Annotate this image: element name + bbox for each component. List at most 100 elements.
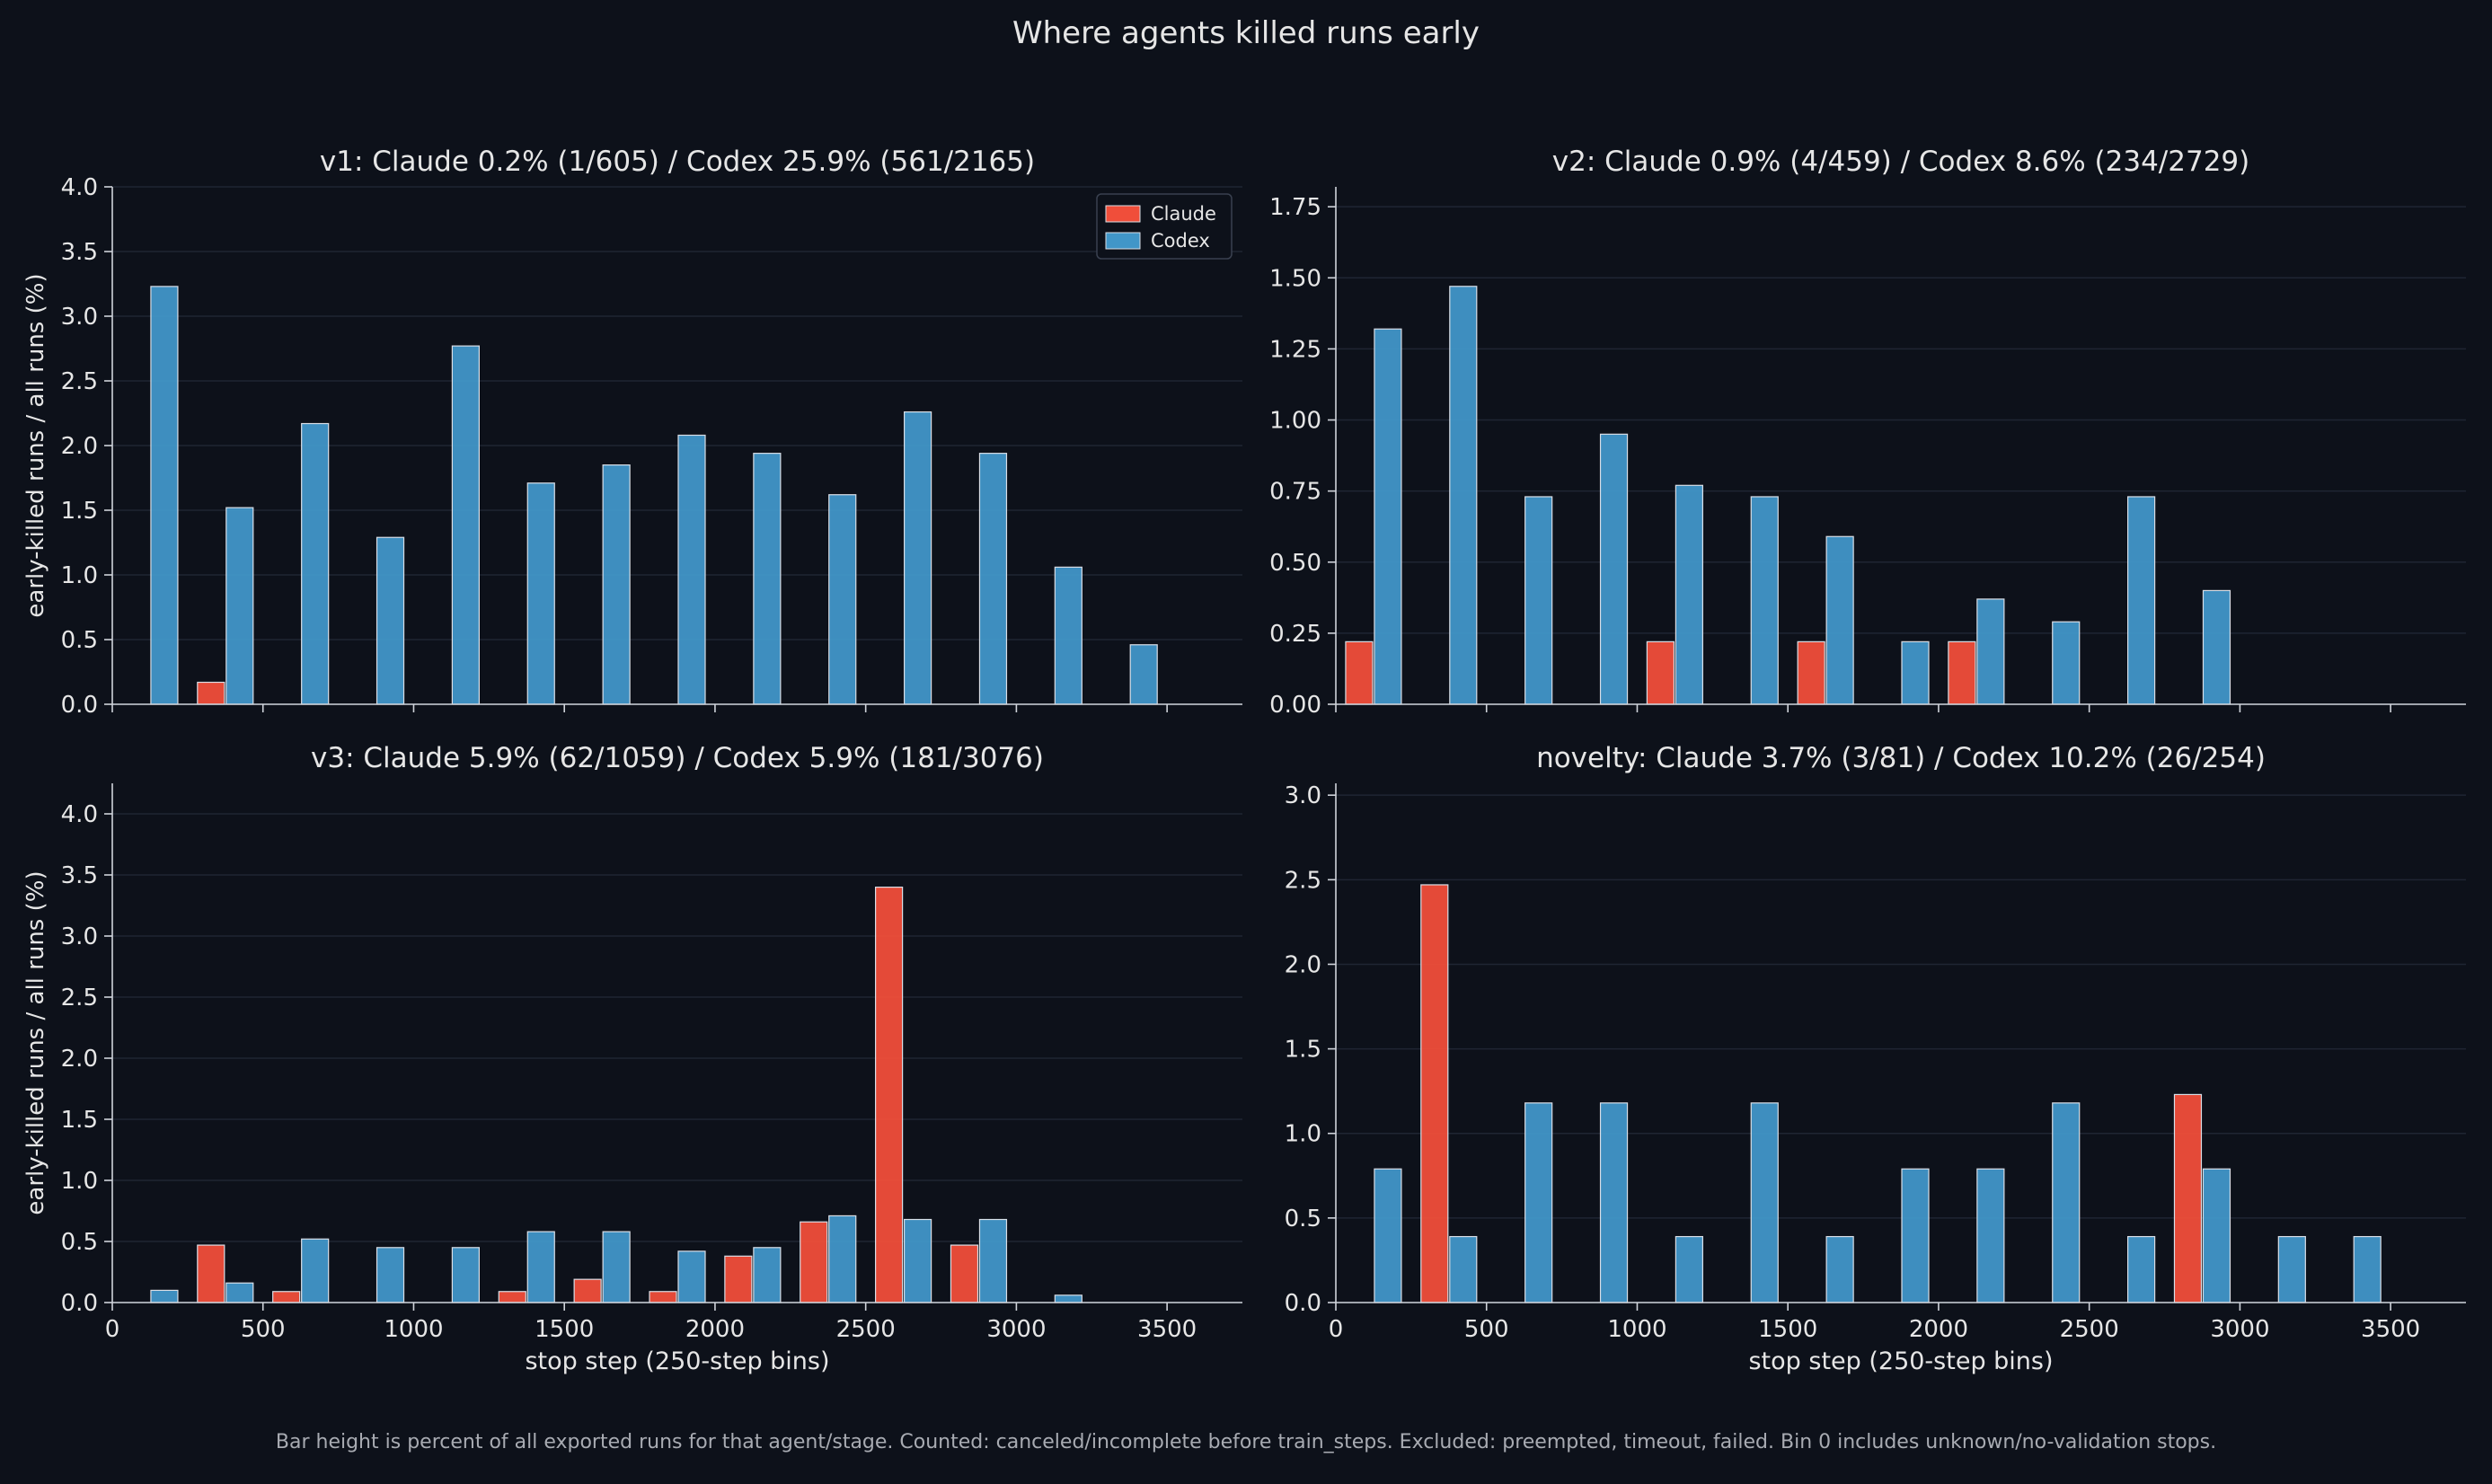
y-tick-label: 2.0 bbox=[61, 1046, 98, 1073]
x-tick-label: 0 bbox=[105, 1316, 120, 1343]
claude-bar bbox=[724, 1255, 753, 1303]
panel-title: novelty: Claude 3.7% (3/81) / Codex 10.2… bbox=[1536, 742, 2266, 774]
x-tick-label: 3500 bbox=[2361, 1316, 2420, 1343]
y-tick-label: 1.00 bbox=[1269, 408, 1321, 435]
codex-bar bbox=[1374, 328, 1402, 705]
x-axis-label: stop step (250-step bins) bbox=[525, 1347, 829, 1375]
y-tick-label: 0.0 bbox=[1285, 1290, 1321, 1317]
codex-bar bbox=[1599, 433, 1629, 705]
y-tick-label: 1.5 bbox=[61, 1107, 98, 1134]
codex-bar bbox=[1675, 484, 1704, 705]
codex-bar bbox=[2052, 621, 2081, 705]
codex-bar bbox=[2353, 1235, 2382, 1303]
claude-bar bbox=[800, 1221, 828, 1303]
codex-bar bbox=[753, 1247, 782, 1303]
y-tick-label: 3.0 bbox=[61, 304, 98, 331]
codex-bar bbox=[2202, 589, 2231, 705]
y-tick-label: 0.25 bbox=[1269, 621, 1321, 648]
y-tick-label: 1.5 bbox=[61, 498, 98, 525]
legend-label: Codex bbox=[1151, 230, 1210, 252]
figure-title: Where agents killed runs early bbox=[1012, 15, 1480, 51]
y-tick-label: 1.50 bbox=[1269, 265, 1321, 292]
codex-bar bbox=[451, 1247, 480, 1303]
x-tick-label: 2500 bbox=[836, 1316, 896, 1343]
codex-bar bbox=[677, 1250, 706, 1303]
y-tick-label: 0.00 bbox=[1269, 692, 1321, 719]
x-tick-label: 2500 bbox=[2060, 1316, 2119, 1343]
codex-bar bbox=[1374, 1168, 1402, 1303]
claude-bar bbox=[1797, 640, 1825, 705]
y-tick-label: 1.25 bbox=[1269, 336, 1321, 363]
codex-bar bbox=[903, 1218, 932, 1303]
x-tick-label: 1000 bbox=[384, 1316, 443, 1343]
figure-footnote: Bar height is percent of all exported ru… bbox=[276, 1431, 2216, 1453]
x-axis-label: stop step (250-step bins) bbox=[1748, 1347, 2053, 1375]
codex-bar bbox=[2277, 1235, 2306, 1303]
x-tick-label: 2000 bbox=[1909, 1316, 1968, 1343]
codex-bar bbox=[978, 453, 1008, 705]
legend: Claude Codex bbox=[1096, 193, 1233, 260]
codex-bar bbox=[2052, 1102, 2081, 1303]
y-axis-label: early-killed runs / all runs (%) bbox=[22, 870, 49, 1215]
codex-bar bbox=[451, 345, 480, 705]
codex-bar bbox=[2127, 1235, 2156, 1303]
claude-bar bbox=[573, 1278, 602, 1303]
x-tick-label: 1000 bbox=[1607, 1316, 1666, 1343]
y-tick-label: 3.5 bbox=[61, 862, 98, 889]
codex-bar bbox=[1524, 1102, 1553, 1303]
chart-panel-1: 0.0 0.5 1.0 1.5 2.0 2.5 3.0 3.5 4.0 v1: Claude 0.… bbox=[22, 146, 1242, 719]
y-tick-label: 1.0 bbox=[61, 1168, 98, 1195]
codex-bar bbox=[1901, 640, 1930, 705]
y-tick-label: 1.5 bbox=[1285, 1037, 1321, 1064]
codex-bar bbox=[376, 536, 405, 705]
claude-bar bbox=[874, 886, 904, 1303]
chart-panel-2: 0.00 0.25 0.50 0.75 1.00 1.25 1.50 1.75 v2: Clau… bbox=[1269, 146, 2466, 719]
codex-bar bbox=[2127, 496, 2156, 705]
y-tick-label: 4.0 bbox=[61, 801, 98, 828]
y-axis-label: early-killed runs / all runs (%) bbox=[22, 273, 49, 617]
y-tick-label: 0.5 bbox=[61, 1229, 98, 1256]
claude-bar bbox=[197, 681, 225, 705]
codex-bar bbox=[1750, 1102, 1779, 1303]
claude-bar bbox=[498, 1291, 526, 1303]
x-tick-label: 500 bbox=[241, 1316, 286, 1343]
claude-bar bbox=[1345, 640, 1374, 705]
codex-bar bbox=[753, 453, 782, 705]
x-tick-label: 500 bbox=[1464, 1316, 1509, 1343]
codex-bar bbox=[828, 1215, 857, 1303]
codex-bar bbox=[1750, 496, 1779, 705]
codex-bar bbox=[376, 1247, 405, 1303]
codex-bar bbox=[225, 507, 254, 705]
y-tick-label: 0.0 bbox=[61, 1290, 98, 1317]
chart-panel-3: 0.0 0.5 1.0 1.5 2.0 2.5 3.0 3.5 4.0 0 500 1000 1500 2… bbox=[22, 742, 1242, 1375]
y-tick-label: 2.0 bbox=[61, 433, 98, 460]
x-tick-label: 2000 bbox=[685, 1316, 745, 1343]
x-tick-label: 3000 bbox=[2210, 1316, 2269, 1343]
x-tick-label: 3500 bbox=[1137, 1316, 1197, 1343]
codex-bar bbox=[1976, 598, 2005, 705]
claude-bar bbox=[950, 1244, 979, 1303]
codex-bar bbox=[1825, 535, 1854, 705]
y-tick-label: 1.0 bbox=[61, 562, 98, 589]
claude-bar bbox=[2173, 1093, 2203, 1303]
codex-bar bbox=[903, 411, 932, 705]
claude-bar bbox=[272, 1291, 301, 1303]
y-tick-label: 0.0 bbox=[61, 692, 98, 719]
x-tick-label: 0 bbox=[1329, 1316, 1344, 1343]
claude-bar bbox=[1420, 884, 1449, 1303]
codex-bar bbox=[1901, 1168, 1930, 1303]
codex-bar bbox=[1449, 1235, 1478, 1303]
legend-label: Claude bbox=[1151, 203, 1216, 225]
y-tick-label: 2.0 bbox=[1285, 951, 1321, 978]
y-tick-label: 0.50 bbox=[1269, 550, 1321, 577]
codex-bar bbox=[150, 1289, 179, 1303]
y-tick-label: 4.0 bbox=[61, 174, 98, 201]
y-tick-label: 1.0 bbox=[1285, 1121, 1321, 1148]
y-tick-label: 3.0 bbox=[61, 923, 98, 950]
codex-bar bbox=[301, 422, 330, 705]
codex-bar bbox=[1054, 1294, 1083, 1303]
claude-bar bbox=[197, 1244, 225, 1303]
legend-swatch bbox=[1105, 205, 1141, 223]
codex-bar bbox=[150, 286, 179, 705]
